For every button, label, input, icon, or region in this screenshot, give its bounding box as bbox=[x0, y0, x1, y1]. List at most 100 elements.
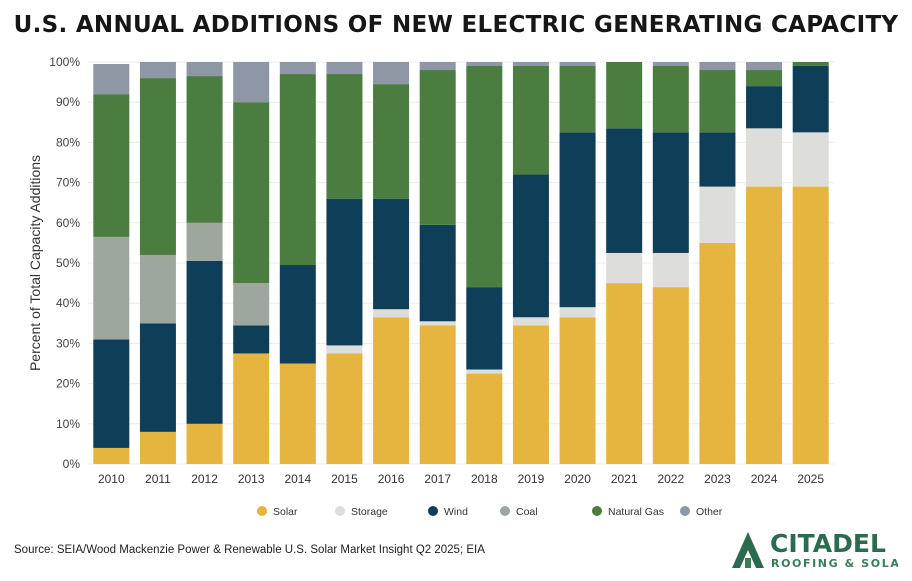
bar-segment-wind bbox=[792, 66, 829, 133]
bar-segment-natural-gas bbox=[139, 78, 176, 255]
bar-segment-solar bbox=[279, 363, 316, 464]
bar-segment-other bbox=[186, 62, 223, 77]
bar-segment-solar bbox=[93, 447, 130, 464]
bar-segment-solar bbox=[326, 353, 363, 464]
legend-label: Storage bbox=[351, 506, 388, 518]
bar-segment-solar bbox=[512, 325, 549, 464]
x-tick-label: 2019 bbox=[518, 472, 545, 486]
legend-label: Coal bbox=[516, 506, 538, 518]
bar-segment-natural-gas bbox=[186, 76, 223, 223]
bar-segment-natural-gas bbox=[559, 66, 596, 133]
legend-label: Other bbox=[696, 506, 723, 518]
bar-segment-solar bbox=[186, 423, 223, 464]
bar-segment-coal bbox=[186, 222, 223, 261]
citadel-logo: CITADEL ROOFING & SOLAR bbox=[732, 529, 898, 570]
bar-segment-natural-gas bbox=[233, 102, 270, 284]
y-tick-label: 30% bbox=[56, 336, 80, 350]
y-tick-label: 100% bbox=[49, 55, 80, 69]
bar-segment-natural-gas bbox=[93, 94, 130, 237]
x-tick-label: 2023 bbox=[704, 472, 731, 486]
bar-segment-storage bbox=[466, 369, 503, 374]
bar-segment-other bbox=[233, 62, 270, 103]
source-note: Source: SEIA/Wood Mackenzie Power & Rene… bbox=[14, 544, 485, 556]
bar-segment-other bbox=[652, 62, 689, 67]
bar-segment-solar bbox=[652, 287, 689, 464]
bar-segment-other bbox=[559, 62, 596, 67]
bar-segment-other bbox=[419, 62, 456, 71]
logo-tagline: ROOFING & SOLAR bbox=[771, 557, 898, 570]
legend-swatch bbox=[680, 506, 690, 516]
chart-title: U.S. ANNUAL ADDITIONS OF NEW ELECTRIC GE… bbox=[13, 12, 899, 38]
bar-segment-natural-gas bbox=[466, 66, 503, 288]
bar-segment-wind bbox=[559, 132, 596, 308]
bar-segment-wind bbox=[466, 287, 503, 370]
x-tick-label: 2024 bbox=[751, 472, 778, 486]
y-tick-label: 10% bbox=[56, 417, 80, 431]
bar-segment-coal bbox=[233, 283, 270, 326]
legend-swatch bbox=[592, 506, 602, 516]
bar-segment-wind bbox=[186, 260, 223, 424]
bar-segment-other bbox=[373, 62, 410, 85]
bar-segment-storage bbox=[606, 252, 643, 284]
x-tick-label: 2010 bbox=[98, 472, 125, 486]
legend-swatch bbox=[335, 506, 345, 516]
bar-segment-other bbox=[93, 64, 130, 95]
bar-segment-solar bbox=[746, 186, 783, 464]
x-tick-label: 2025 bbox=[797, 472, 824, 486]
y-tick-label: 0% bbox=[63, 457, 81, 471]
legend-swatch bbox=[500, 506, 510, 516]
bar-segment-other bbox=[279, 62, 316, 75]
y-tick-label: 80% bbox=[56, 135, 80, 149]
bar-segment-other bbox=[746, 62, 783, 71]
bar-segment-wind bbox=[93, 339, 130, 448]
x-tick-label: 2021 bbox=[611, 472, 638, 486]
bar-segment-wind bbox=[326, 198, 363, 346]
x-tick-label: 2012 bbox=[191, 472, 218, 486]
bar-segment-wind bbox=[419, 224, 456, 322]
legend-swatch bbox=[257, 506, 267, 516]
y-tick-label: 20% bbox=[56, 377, 80, 391]
x-tick-label: 2013 bbox=[238, 472, 265, 486]
bar-segment-wind bbox=[233, 325, 270, 354]
bar-segment-natural-gas bbox=[792, 62, 829, 67]
x-tick-label: 2017 bbox=[424, 472, 451, 486]
bar-segment-other bbox=[466, 62, 503, 67]
bar-segment-natural-gas bbox=[279, 74, 316, 266]
bar-segment-natural-gas bbox=[419, 70, 456, 225]
bar-segment-other bbox=[699, 62, 736, 71]
legend-label: Solar bbox=[273, 506, 298, 518]
bar-segment-coal bbox=[139, 254, 176, 324]
logo-name: CITADEL bbox=[770, 529, 886, 558]
bar-segment-storage bbox=[652, 252, 689, 288]
legend-swatch bbox=[428, 506, 438, 516]
bar-segment-wind bbox=[512, 174, 549, 318]
bar-segment-natural-gas bbox=[746, 70, 783, 87]
x-tick-label: 2014 bbox=[284, 472, 311, 486]
bar-segment-coal bbox=[93, 236, 130, 340]
legend-label: Wind bbox=[444, 506, 468, 518]
bar-segment-natural-gas bbox=[326, 74, 363, 199]
bar-segment-storage bbox=[792, 132, 829, 187]
logo-mark-icon bbox=[732, 532, 764, 568]
x-tick-label: 2018 bbox=[471, 472, 498, 486]
legend-label: Natural Gas bbox=[608, 506, 664, 518]
x-tick-label: 2016 bbox=[378, 472, 405, 486]
bar-segment-storage bbox=[746, 128, 783, 187]
y-tick-label: 90% bbox=[56, 95, 80, 109]
bar-segment-wind bbox=[606, 128, 643, 253]
bar-segment-storage bbox=[512, 317, 549, 326]
bar-segment-storage bbox=[419, 321, 456, 326]
bar-segment-natural-gas bbox=[512, 66, 549, 175]
bar-segment-other bbox=[512, 62, 549, 67]
bar-segment-natural-gas bbox=[652, 66, 689, 133]
bar-segment-other bbox=[326, 62, 363, 75]
bar-segment-natural-gas bbox=[606, 62, 643, 129]
bar-segment-wind bbox=[139, 323, 176, 432]
bar-segment-storage bbox=[559, 307, 596, 318]
bar-segment-solar bbox=[233, 353, 270, 464]
bar-segment-solar bbox=[466, 373, 503, 464]
bar-segment-other bbox=[139, 62, 176, 79]
bar-segment-natural-gas bbox=[699, 70, 736, 133]
bar-segment-solar bbox=[373, 317, 410, 464]
